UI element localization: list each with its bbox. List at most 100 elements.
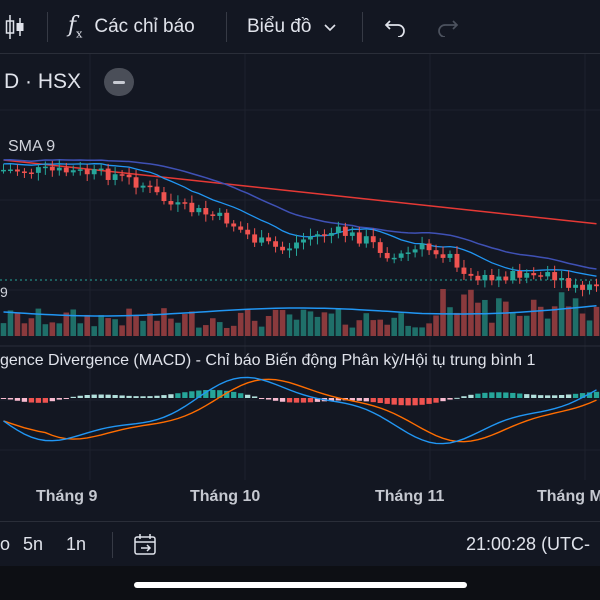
- macd-histogram-bar: [412, 398, 418, 406]
- volume-bar: [530, 299, 537, 336]
- macd-histogram: [0, 389, 600, 406]
- macd-histogram-bar: [252, 396, 258, 398]
- volume-bar: [258, 326, 265, 336]
- volume-bar: [391, 317, 397, 336]
- volume-bar: [475, 302, 481, 336]
- macd-histogram-bar: [217, 390, 223, 398]
- volume-bar: [203, 325, 209, 336]
- toolbar-divider: [47, 12, 48, 42]
- candle-body: [335, 226, 341, 234]
- volume-bar: [168, 318, 174, 336]
- volume-bar: [140, 320, 146, 336]
- candle-body: [552, 272, 558, 281]
- volume-bar: [342, 324, 349, 336]
- sma-legend-label[interactable]: SMA 9: [8, 138, 56, 155]
- volume-legend-label[interactable]: 9: [0, 284, 8, 300]
- volume-bar: [14, 312, 21, 336]
- macd-histogram-bar: [126, 395, 132, 398]
- undo-button[interactable]: [383, 0, 407, 53]
- candle-body: [573, 284, 579, 288]
- volume-bar: [398, 313, 404, 336]
- volume-bar: [56, 323, 63, 336]
- macd-histogram-bar: [384, 398, 390, 404]
- volume-bar: [335, 308, 342, 336]
- volume-bar: [175, 322, 181, 336]
- macd-histogram-bar: [77, 395, 83, 398]
- macd-histogram-bar: [558, 395, 565, 398]
- macd-histogram-bar: [419, 398, 425, 405]
- macd-histogram-bar: [7, 398, 14, 400]
- candle-body: [594, 284, 599, 287]
- volume-bars: [0, 289, 600, 336]
- redo-button[interactable]: [436, 0, 460, 53]
- home-indicator[interactable]: [134, 582, 467, 588]
- candle-body: [49, 166, 55, 171]
- indicators-button[interactable]: fx Các chỉ báo: [68, 0, 195, 53]
- macd-histogram-bar: [279, 398, 286, 402]
- macd-histogram-bar: [161, 395, 167, 398]
- macd-histogram-bar: [147, 396, 153, 398]
- clock-timezone[interactable]: 21:00:28 (UTC-: [466, 534, 591, 554]
- chart-grid: [0, 54, 600, 480]
- candle-body: [182, 202, 188, 204]
- macd-histogram-bar: [377, 398, 383, 404]
- sma-long-line: [3, 159, 597, 225]
- volume-bar: [133, 315, 139, 336]
- chart-type-button[interactable]: Biểu đồ: [247, 0, 337, 53]
- macd-histogram-bar: [489, 392, 495, 398]
- candle-body: [328, 233, 334, 236]
- volume-bar: [544, 318, 551, 336]
- macd-histogram-bar: [398, 398, 404, 406]
- candle-body: [91, 169, 97, 175]
- macd-pane-title[interactable]: gence Divergence (MACD) - Chỉ báo Biến đ…: [0, 352, 536, 369]
- macd-histogram-bar: [28, 398, 35, 403]
- chart-pane[interactable]: [0, 54, 600, 521]
- candle-body: [238, 226, 244, 230]
- volume-bar: [370, 320, 377, 336]
- macd-histogram-bar: [42, 398, 48, 403]
- volume-bar: [412, 327, 418, 336]
- volume-bar: [503, 301, 509, 336]
- range-button-partial[interactable]: o: [0, 534, 11, 554]
- volume-bar: [223, 327, 230, 336]
- volume-bar: [321, 312, 328, 336]
- candle-body: [147, 185, 153, 188]
- macd-histogram-bar: [482, 392, 488, 398]
- candle-body: [405, 252, 411, 254]
- macd-histogram-bar: [231, 391, 237, 398]
- candle-body: [566, 278, 572, 288]
- volume-bar: [579, 313, 586, 336]
- time-axis-label: Tháng 11: [375, 488, 445, 505]
- volume-bar: [558, 292, 565, 336]
- candle-body: [63, 167, 69, 173]
- volume-bar: [49, 322, 56, 336]
- symbol-title[interactable]: D · HSX: [4, 70, 82, 93]
- candle-body: [175, 202, 181, 205]
- sma-fast-line: [3, 163, 597, 277]
- indicators-label: Các chỉ báo: [94, 15, 195, 37]
- volume-bar: [489, 322, 495, 336]
- collapse-legend-button[interactable]: [104, 68, 134, 96]
- volume-bar: [28, 318, 35, 336]
- volume-ma-line: [3, 304, 597, 317]
- candle-body: [154, 186, 160, 193]
- go-to-date-button[interactable]: [133, 522, 159, 567]
- volume-bar: [230, 325, 237, 336]
- candle-body: [419, 243, 425, 250]
- macd-histogram-bar: [63, 398, 69, 399]
- volume-bar: [565, 306, 572, 336]
- candlestick-icon[interactable]: [4, 0, 26, 53]
- chart-canvas[interactable]: [0, 54, 600, 521]
- volume-bar: [42, 324, 49, 336]
- macd-histogram-bar: [356, 398, 362, 401]
- volume-bar: [510, 312, 516, 336]
- volume-bar: [77, 323, 84, 336]
- candle-body: [440, 254, 446, 258]
- chevron-down-icon: [324, 23, 337, 31]
- range-5y-button[interactable]: 5n: [23, 534, 44, 554]
- candle-body: [35, 167, 41, 173]
- candle-body: [545, 272, 551, 277]
- macd-histogram-bar: [545, 395, 551, 398]
- chart-type-label: Biểu đồ: [247, 15, 312, 37]
- range-1y-button[interactable]: 1n: [66, 534, 87, 554]
